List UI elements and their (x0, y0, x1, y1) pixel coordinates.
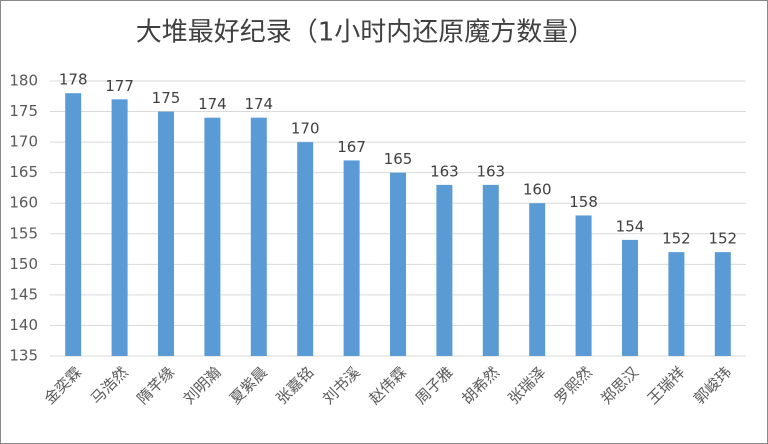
bar (482, 184, 499, 356)
y-tick-label: 160 (9, 194, 38, 212)
data-label: 163 (476, 162, 505, 180)
bar (65, 93, 82, 356)
data-label: 163 (430, 162, 459, 180)
bar (390, 172, 406, 356)
chart-title: 大堆最好纪录（1小时内还原魔方数量） (136, 18, 595, 48)
y-tick-label: 140 (9, 316, 38, 334)
bar (436, 184, 453, 356)
y-tick-label: 170 (9, 133, 38, 151)
data-label: 174 (244, 95, 273, 113)
data-label: 158 (569, 193, 598, 211)
y-tick-label: 150 (9, 255, 38, 273)
bar (529, 203, 546, 356)
data-label: 177 (105, 77, 134, 95)
y-tick-label: 155 (9, 224, 38, 242)
bar (111, 99, 128, 356)
bar (343, 160, 360, 356)
y-tick-label: 175 (9, 102, 38, 120)
y-tick-label: 145 (9, 285, 38, 303)
y-tick-label: 135 (9, 347, 38, 365)
data-label: 174 (198, 95, 227, 113)
data-label: 152 (708, 230, 737, 248)
bar (250, 117, 267, 357)
data-label: 167 (337, 138, 366, 156)
data-label: 170 (291, 120, 320, 138)
data-label: 160 (523, 181, 552, 199)
y-tick-label: 165 (9, 163, 38, 181)
bar (575, 215, 592, 356)
bar (714, 252, 731, 356)
data-label: 154 (616, 217, 645, 235)
bar (297, 142, 314, 356)
y-tick-label: 180 (9, 72, 38, 90)
data-label: 152 (662, 230, 691, 248)
data-label: 165 (384, 150, 413, 168)
bar (668, 252, 685, 356)
bar (622, 239, 638, 356)
data-label: 175 (152, 89, 181, 107)
data-label: 178 (59, 71, 88, 89)
bar (158, 111, 174, 356)
bar (204, 117, 221, 357)
